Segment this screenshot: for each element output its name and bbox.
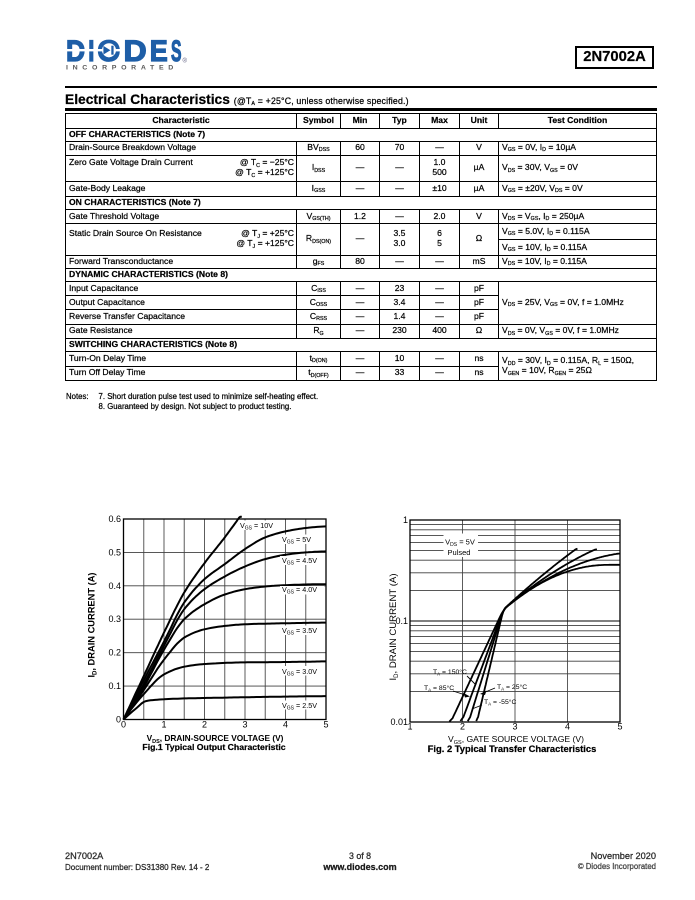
svg-text:4: 4 [283, 720, 288, 730]
svg-text:TA = 150°C: TA = 150°C [433, 668, 467, 677]
svg-text:VDS = 5V: VDS = 5V [445, 538, 475, 549]
svg-text:0.4: 0.4 [108, 581, 121, 591]
svg-text:0.3: 0.3 [108, 614, 121, 624]
svg-text:TA = -55°C: TA = -55°C [484, 698, 516, 707]
svg-text:5: 5 [323, 720, 328, 730]
svg-text:2: 2 [460, 722, 465, 732]
svg-text:VGS = 3.5V: VGS = 3.5V [282, 626, 317, 637]
svg-text:TA = 25°C: TA = 25°C [497, 683, 527, 692]
svg-text:0.2: 0.2 [108, 648, 121, 658]
svg-text:3: 3 [242, 720, 247, 730]
svg-text:1: 1 [407, 722, 412, 732]
svg-text:0: 0 [116, 715, 121, 725]
svg-text:Pulsed: Pulsed [448, 548, 471, 557]
svg-text:2: 2 [202, 720, 207, 730]
svg-text:ID, DRAIN CURRENT (A): ID, DRAIN CURRENT (A) [388, 573, 400, 680]
svg-text:I: I [88, 35, 94, 68]
svg-text:0.1: 0.1 [395, 616, 408, 626]
svg-text:3: 3 [512, 722, 517, 732]
svg-text:ID, DRAIN CURRENT (A): ID, DRAIN CURRENT (A) [87, 572, 99, 677]
svg-text:VGS, GATE SOURCE VOLTAGE (V): VGS, GATE SOURCE VOLTAGE (V) [448, 734, 584, 746]
svg-text:VGS = 2.5V: VGS = 2.5V [282, 701, 317, 712]
svg-text:0.01: 0.01 [390, 717, 408, 727]
svg-text:D: D [66, 35, 85, 68]
svg-text:VGS = 10V: VGS = 10V [240, 521, 273, 532]
svg-text:5: 5 [617, 722, 622, 732]
svg-text:VGS = 3.0V: VGS = 3.0V [282, 667, 317, 678]
svg-text:4: 4 [565, 722, 570, 732]
svg-text:TA = 85°C: TA = 85°C [424, 684, 454, 693]
svg-text:VGS = 4.5V: VGS = 4.5V [282, 556, 317, 567]
svg-text:VDS, DRAIN-SOURCE VOLTAGE (V): VDS, DRAIN-SOURCE VOLTAGE (V) [147, 733, 284, 745]
svg-text:1: 1 [161, 720, 166, 730]
svg-text:1: 1 [403, 515, 408, 525]
svg-text:INCORPORATED: INCORPORATED [66, 65, 178, 71]
svg-text:0: 0 [121, 720, 126, 730]
svg-text:E: E [150, 35, 168, 68]
svg-text:0.1: 0.1 [108, 681, 121, 691]
svg-text:S: S [171, 35, 182, 68]
svg-text:VGS = 5V: VGS = 5V [282, 535, 311, 546]
svg-text:0.5: 0.5 [108, 547, 121, 557]
svg-text:®: ® [183, 58, 188, 65]
svg-text:VGS = 4.0V: VGS = 4.0V [282, 585, 317, 596]
svg-text:0.6: 0.6 [108, 514, 121, 524]
svg-text:D: D [124, 35, 147, 68]
